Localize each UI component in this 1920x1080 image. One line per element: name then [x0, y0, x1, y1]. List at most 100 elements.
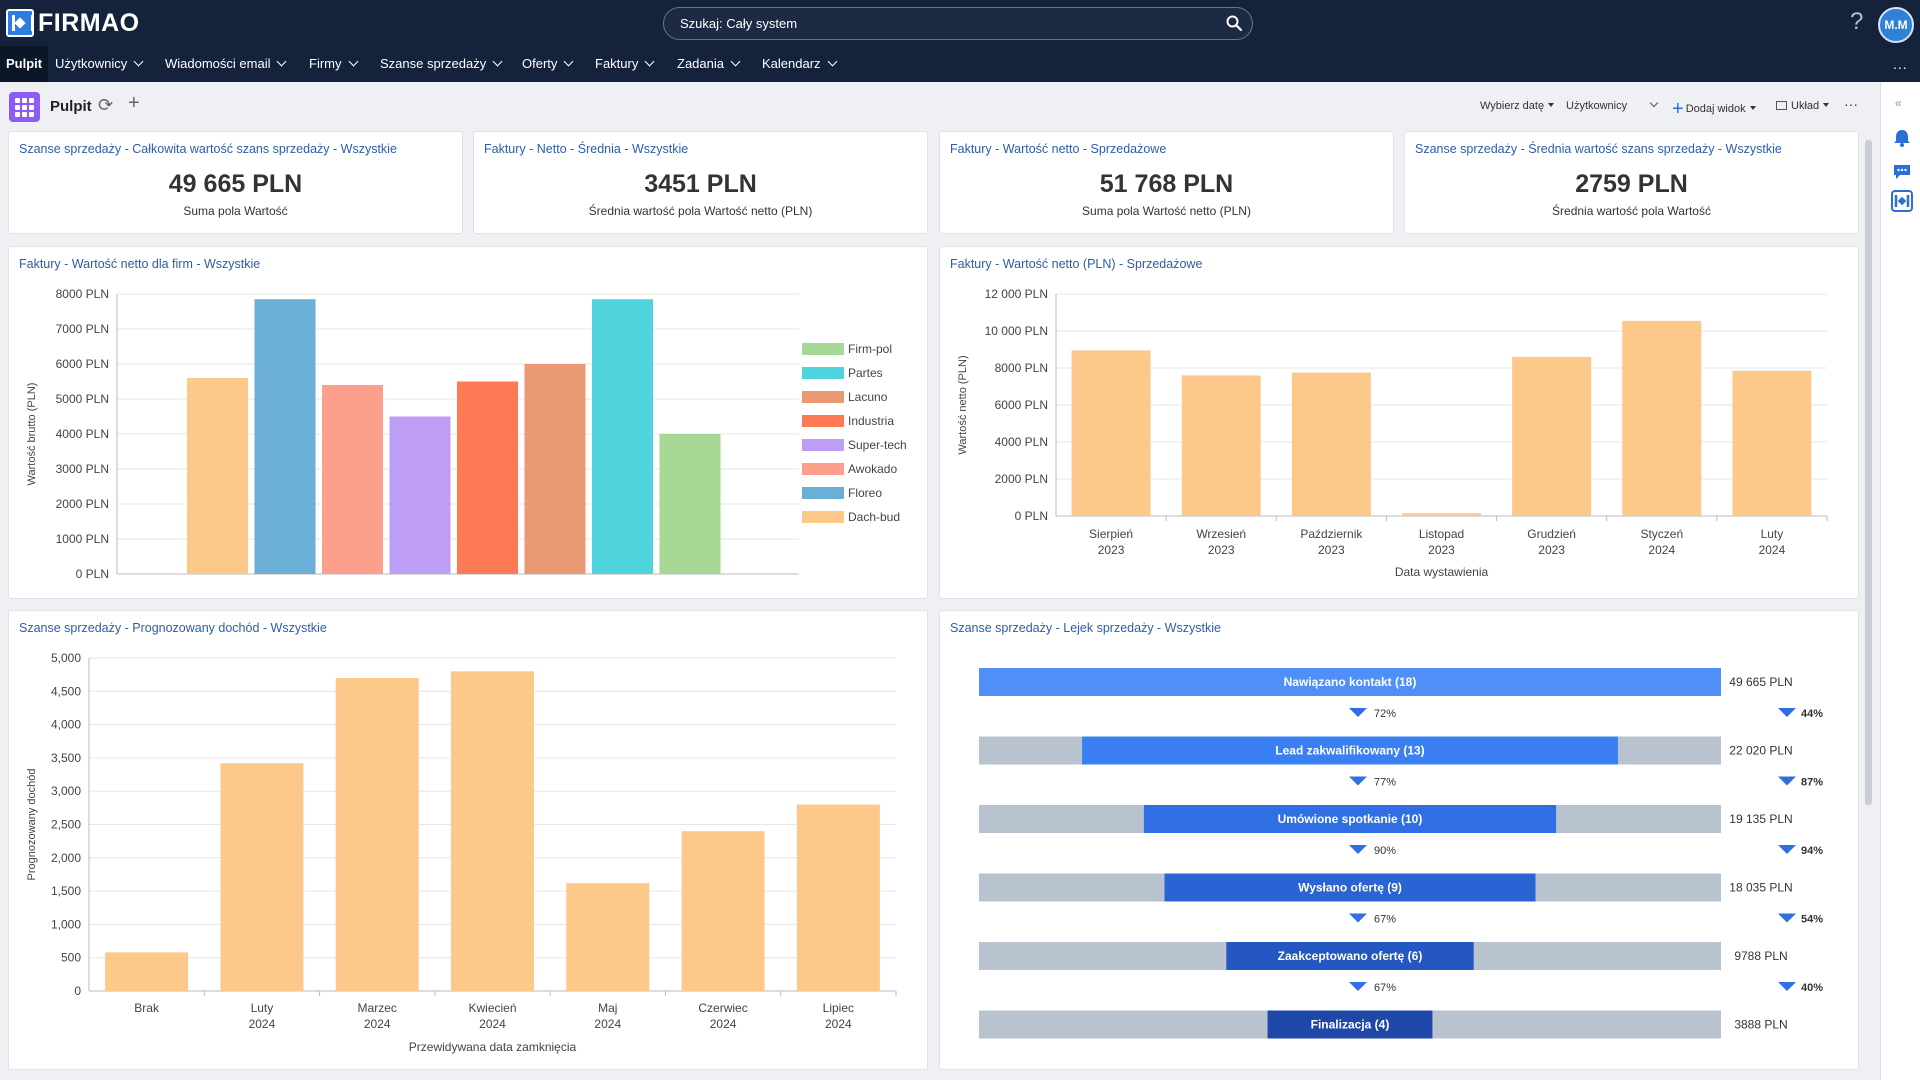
- bar[interactable]: [796, 804, 880, 991]
- y-tick-label: 2,000: [51, 851, 81, 865]
- funnel-stage-bar[interactable]: [1226, 942, 1474, 970]
- kpi-card[interactable]: Faktury - Wartość netto - Sprzedażowe 51…: [939, 131, 1394, 234]
- funnel-stage-bar[interactable]: [979, 668, 1721, 696]
- add-tab-icon[interactable]: +: [128, 92, 140, 114]
- bar[interactable]: [1291, 372, 1371, 516]
- nav-pulpit[interactable]: Pulpit: [0, 46, 49, 82]
- bar-super-tech[interactable]: [389, 416, 451, 575]
- refresh-icon[interactable]: ⟳: [98, 95, 114, 115]
- triangle-down-icon: [1778, 913, 1796, 923]
- legend-label[interactable]: Partes: [848, 366, 883, 380]
- app-logo[interactable]: FIRMAO: [6, 8, 140, 38]
- card-title[interactable]: Faktury - Wartość netto dla firm - Wszys…: [19, 257, 261, 271]
- bar[interactable]: [566, 883, 650, 991]
- bar-industria[interactable]: [457, 381, 518, 575]
- nav-kalendarz[interactable]: Kalendarz: [762, 46, 837, 82]
- x-tick-label: Marzec: [358, 1001, 397, 1015]
- y-axis-label: Wartość netto (PLN): [957, 355, 969, 454]
- nav-label: Kalendarz: [762, 56, 821, 71]
- funnel-stage-value: 22 020 PLN: [1729, 744, 1792, 758]
- y-tick-label: 4000 PLN: [56, 427, 109, 441]
- bar[interactable]: [1402, 513, 1481, 516]
- kpi-card[interactable]: Faktury - Netto - Średnia - Wszystkie 34…: [473, 131, 928, 234]
- y-tick-label: 2,500: [51, 818, 81, 832]
- x-tick-label: 2023: [1318, 543, 1345, 557]
- kpi-card[interactable]: Szanse sprzedaży - Całkowita wartość sza…: [8, 131, 463, 234]
- bar-partes[interactable]: [592, 299, 653, 574]
- bar[interactable]: [451, 671, 534, 991]
- funnel-stage-bar[interactable]: [1082, 736, 1618, 765]
- x-tick-label: Czerwiec: [698, 1001, 747, 1015]
- bar-awokado[interactable]: [322, 385, 383, 574]
- bar-dach-bud[interactable]: [187, 378, 248, 574]
- funnel-card: Szanse sprzedaży - Lejek sprzedaży - Wsz…: [939, 610, 1859, 1070]
- avatar[interactable]: M.M: [1878, 7, 1914, 43]
- kpi-card[interactable]: Szanse sprzedaży - Średnia wartość szans…: [1404, 131, 1859, 234]
- legend-label[interactable]: Industria: [848, 414, 894, 428]
- nav-zadania[interactable]: Zadania: [677, 46, 741, 82]
- card-title[interactable]: Szanse sprzedaży - Całkowita wartość sza…: [19, 142, 397, 156]
- bar[interactable]: [1622, 320, 1702, 516]
- nav-firmy[interactable]: Firmy: [309, 46, 358, 82]
- bar-floreo[interactable]: [254, 299, 316, 574]
- card-title[interactable]: Szanse sprzedaży - Lejek sprzedaży - Wsz…: [950, 621, 1221, 635]
- collapse-icon[interactable]: «: [1895, 96, 1902, 110]
- firmao-app-icon[interactable]: [1891, 190, 1913, 212]
- card-title[interactable]: Faktury - Wartość netto - Sprzedażowe: [950, 142, 1167, 156]
- bar[interactable]: [1181, 375, 1261, 516]
- card-title[interactable]: Szanse sprzedaży - Prognozowany dochód -…: [19, 621, 327, 635]
- chevron-down-icon: [644, 56, 655, 67]
- bar[interactable]: [681, 831, 765, 991]
- bar[interactable]: [220, 763, 304, 991]
- funnel-stage-value: 49 665 PLN: [1729, 675, 1792, 689]
- apps-grid-icon[interactable]: [9, 92, 40, 122]
- add-view-button[interactable]: + Dodaj widok: [1672, 95, 1756, 120]
- card-title[interactable]: Szanse sprzedaży - Średnia wartość szans…: [1415, 142, 1782, 156]
- bar[interactable]: [1071, 350, 1151, 516]
- legend-label[interactable]: Awokado: [848, 462, 897, 476]
- x-tick-label: Wrzesień: [1196, 527, 1246, 541]
- bar-firm-pol[interactable]: [659, 434, 721, 574]
- bar[interactable]: [1732, 370, 1812, 516]
- funnel-stage-bar[interactable]: [1267, 1010, 1433, 1039]
- layout-label: Układ: [1791, 100, 1820, 112]
- legend-label[interactable]: Super-tech: [848, 438, 907, 452]
- search-input[interactable]: Szukaj: Cały system: [663, 7, 1253, 40]
- chart-card-forecast: Szanse sprzedaży - Prognozowany dochód -…: [8, 610, 928, 1070]
- date-label: Wybierz datę: [1480, 100, 1545, 112]
- nav-uzytkownicy[interactable]: Użytkownicy: [55, 46, 144, 82]
- logo-icon: [6, 9, 34, 37]
- triangle-down-icon: [1349, 708, 1367, 717]
- funnel-stage-bar[interactable]: [1164, 873, 1536, 902]
- layout-button[interactable]: Układ: [1776, 100, 1830, 112]
- scrollbar[interactable]: [1865, 140, 1872, 805]
- bell-icon[interactable]: [1892, 128, 1912, 148]
- bar[interactable]: [335, 677, 419, 991]
- date-picker-button[interactable]: Wybierz datę: [1480, 100, 1555, 112]
- nav-oferty[interactable]: Oferty: [522, 46, 574, 82]
- nav-faktury[interactable]: Faktury: [595, 46, 655, 82]
- bar-lacuno[interactable]: [524, 364, 586, 574]
- funnel-stage-value: 9788 PLN: [1734, 949, 1787, 963]
- legend-label[interactable]: Firm-pol: [848, 342, 892, 356]
- users-filter-select[interactable]: Użytkownicy: [1566, 98, 1659, 112]
- nav-szanse-sprzedazy[interactable]: Szanse sprzedaży: [380, 46, 503, 82]
- chat-icon[interactable]: [1892, 162, 1912, 182]
- nav-wiadomosci-email[interactable]: Wiadomości email: [165, 46, 287, 82]
- legend-label[interactable]: Lacuno: [848, 390, 888, 404]
- card-title[interactable]: Faktury - Wartość netto (PLN) - Sprzedaż…: [950, 257, 1203, 271]
- y-tick-label: 5000 PLN: [56, 392, 109, 406]
- help-icon[interactable]: ?: [1850, 8, 1864, 35]
- funnel-stage-label: Umówione spotkanie (10): [1278, 812, 1423, 826]
- bar[interactable]: [1512, 356, 1592, 516]
- nav-label: Wiadomości email: [165, 56, 271, 71]
- funnel-stage-bar[interactable]: [1143, 805, 1557, 833]
- bar[interactable]: [105, 952, 189, 991]
- more-icon[interactable]: ...: [1893, 56, 1908, 72]
- card-title[interactable]: Faktury - Netto - Średnia - Wszystkie: [484, 142, 689, 156]
- search-icon[interactable]: [1226, 15, 1242, 31]
- more-options-icon[interactable]: ···: [1844, 96, 1858, 112]
- legend-label[interactable]: Dach-bud: [848, 510, 900, 524]
- legend-label[interactable]: Floreo: [848, 486, 882, 500]
- legend-swatch: [802, 463, 844, 475]
